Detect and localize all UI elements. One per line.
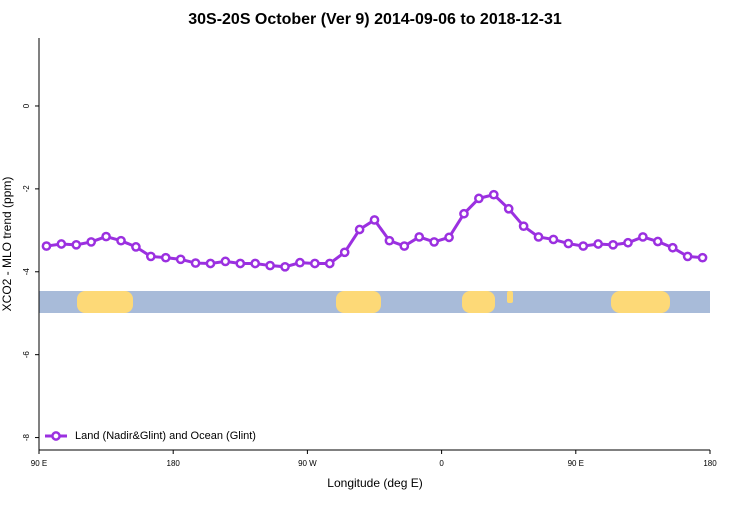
data-point bbox=[503, 203, 514, 214]
data-point bbox=[369, 215, 380, 225]
data-point bbox=[652, 236, 663, 247]
data-point bbox=[444, 232, 454, 243]
data-point bbox=[56, 239, 67, 249]
data-point bbox=[682, 251, 693, 262]
data-point bbox=[220, 256, 231, 267]
data-point bbox=[623, 237, 633, 248]
data-point bbox=[459, 208, 469, 219]
data-point bbox=[354, 224, 365, 235]
data-point bbox=[384, 235, 395, 246]
series-line bbox=[46, 193, 703, 269]
data-point bbox=[160, 252, 171, 263]
x-tick-label: 180 bbox=[167, 459, 181, 468]
x-tick-label: 90 W bbox=[298, 459, 317, 468]
data-point bbox=[697, 252, 708, 263]
x-tick-label: 180 bbox=[703, 459, 717, 468]
land-patch bbox=[462, 291, 495, 313]
data-point bbox=[310, 258, 320, 269]
data-point bbox=[190, 258, 201, 268]
data-point bbox=[250, 258, 261, 269]
land-patch bbox=[77, 291, 133, 313]
data-point bbox=[175, 254, 186, 265]
data-point bbox=[548, 234, 559, 245]
land-patch bbox=[336, 291, 381, 313]
data-point bbox=[145, 251, 156, 262]
data-point bbox=[71, 239, 82, 250]
data-point bbox=[593, 239, 604, 249]
data-point bbox=[638, 232, 648, 242]
x-tick-label: 90 E bbox=[31, 459, 47, 468]
chart-title: 30S-20S October (Ver 9) 2014-09-06 to 20… bbox=[188, 11, 562, 28]
land-patch bbox=[611, 291, 670, 313]
y-axis-label: XCO2 - MLO trend (ppm) bbox=[0, 177, 14, 312]
data-point bbox=[533, 232, 544, 242]
data-point bbox=[324, 258, 335, 269]
data-point bbox=[265, 260, 275, 271]
y-tick-label: 0 bbox=[22, 103, 31, 108]
x-axis-label: Longitude (deg E) bbox=[327, 476, 422, 490]
data-point bbox=[86, 237, 97, 247]
data-point bbox=[578, 241, 589, 251]
data-point bbox=[295, 257, 305, 268]
x-tick-label: 0 bbox=[439, 459, 444, 468]
data-point bbox=[414, 232, 425, 242]
data-point bbox=[41, 241, 52, 251]
data-point bbox=[429, 237, 439, 247]
land-ocean-band bbox=[39, 291, 710, 313]
legend-marker bbox=[51, 431, 61, 441]
data-point bbox=[608, 239, 618, 250]
data-point bbox=[116, 235, 126, 246]
data-point bbox=[667, 242, 678, 253]
data-point bbox=[101, 231, 111, 242]
data-point bbox=[563, 238, 574, 249]
data-point bbox=[488, 189, 499, 200]
land-patch bbox=[507, 291, 513, 303]
legend-label: Land (Nadir&Glint) and Ocean (Glint) bbox=[75, 430, 256, 442]
x-tick-label: 90 E bbox=[568, 459, 584, 468]
data-point bbox=[280, 261, 290, 272]
data-point bbox=[131, 242, 141, 252]
y-tick-label: -4 bbox=[22, 268, 31, 276]
data-point bbox=[205, 258, 216, 269]
data-point bbox=[518, 221, 529, 232]
y-tick-label: -8 bbox=[22, 433, 31, 441]
data-point bbox=[474, 193, 484, 204]
data-point bbox=[235, 258, 246, 269]
data-point bbox=[399, 241, 410, 251]
y-tick-label: -6 bbox=[22, 351, 31, 359]
data-point bbox=[339, 247, 350, 258]
y-tick-label: -2 bbox=[22, 185, 31, 193]
